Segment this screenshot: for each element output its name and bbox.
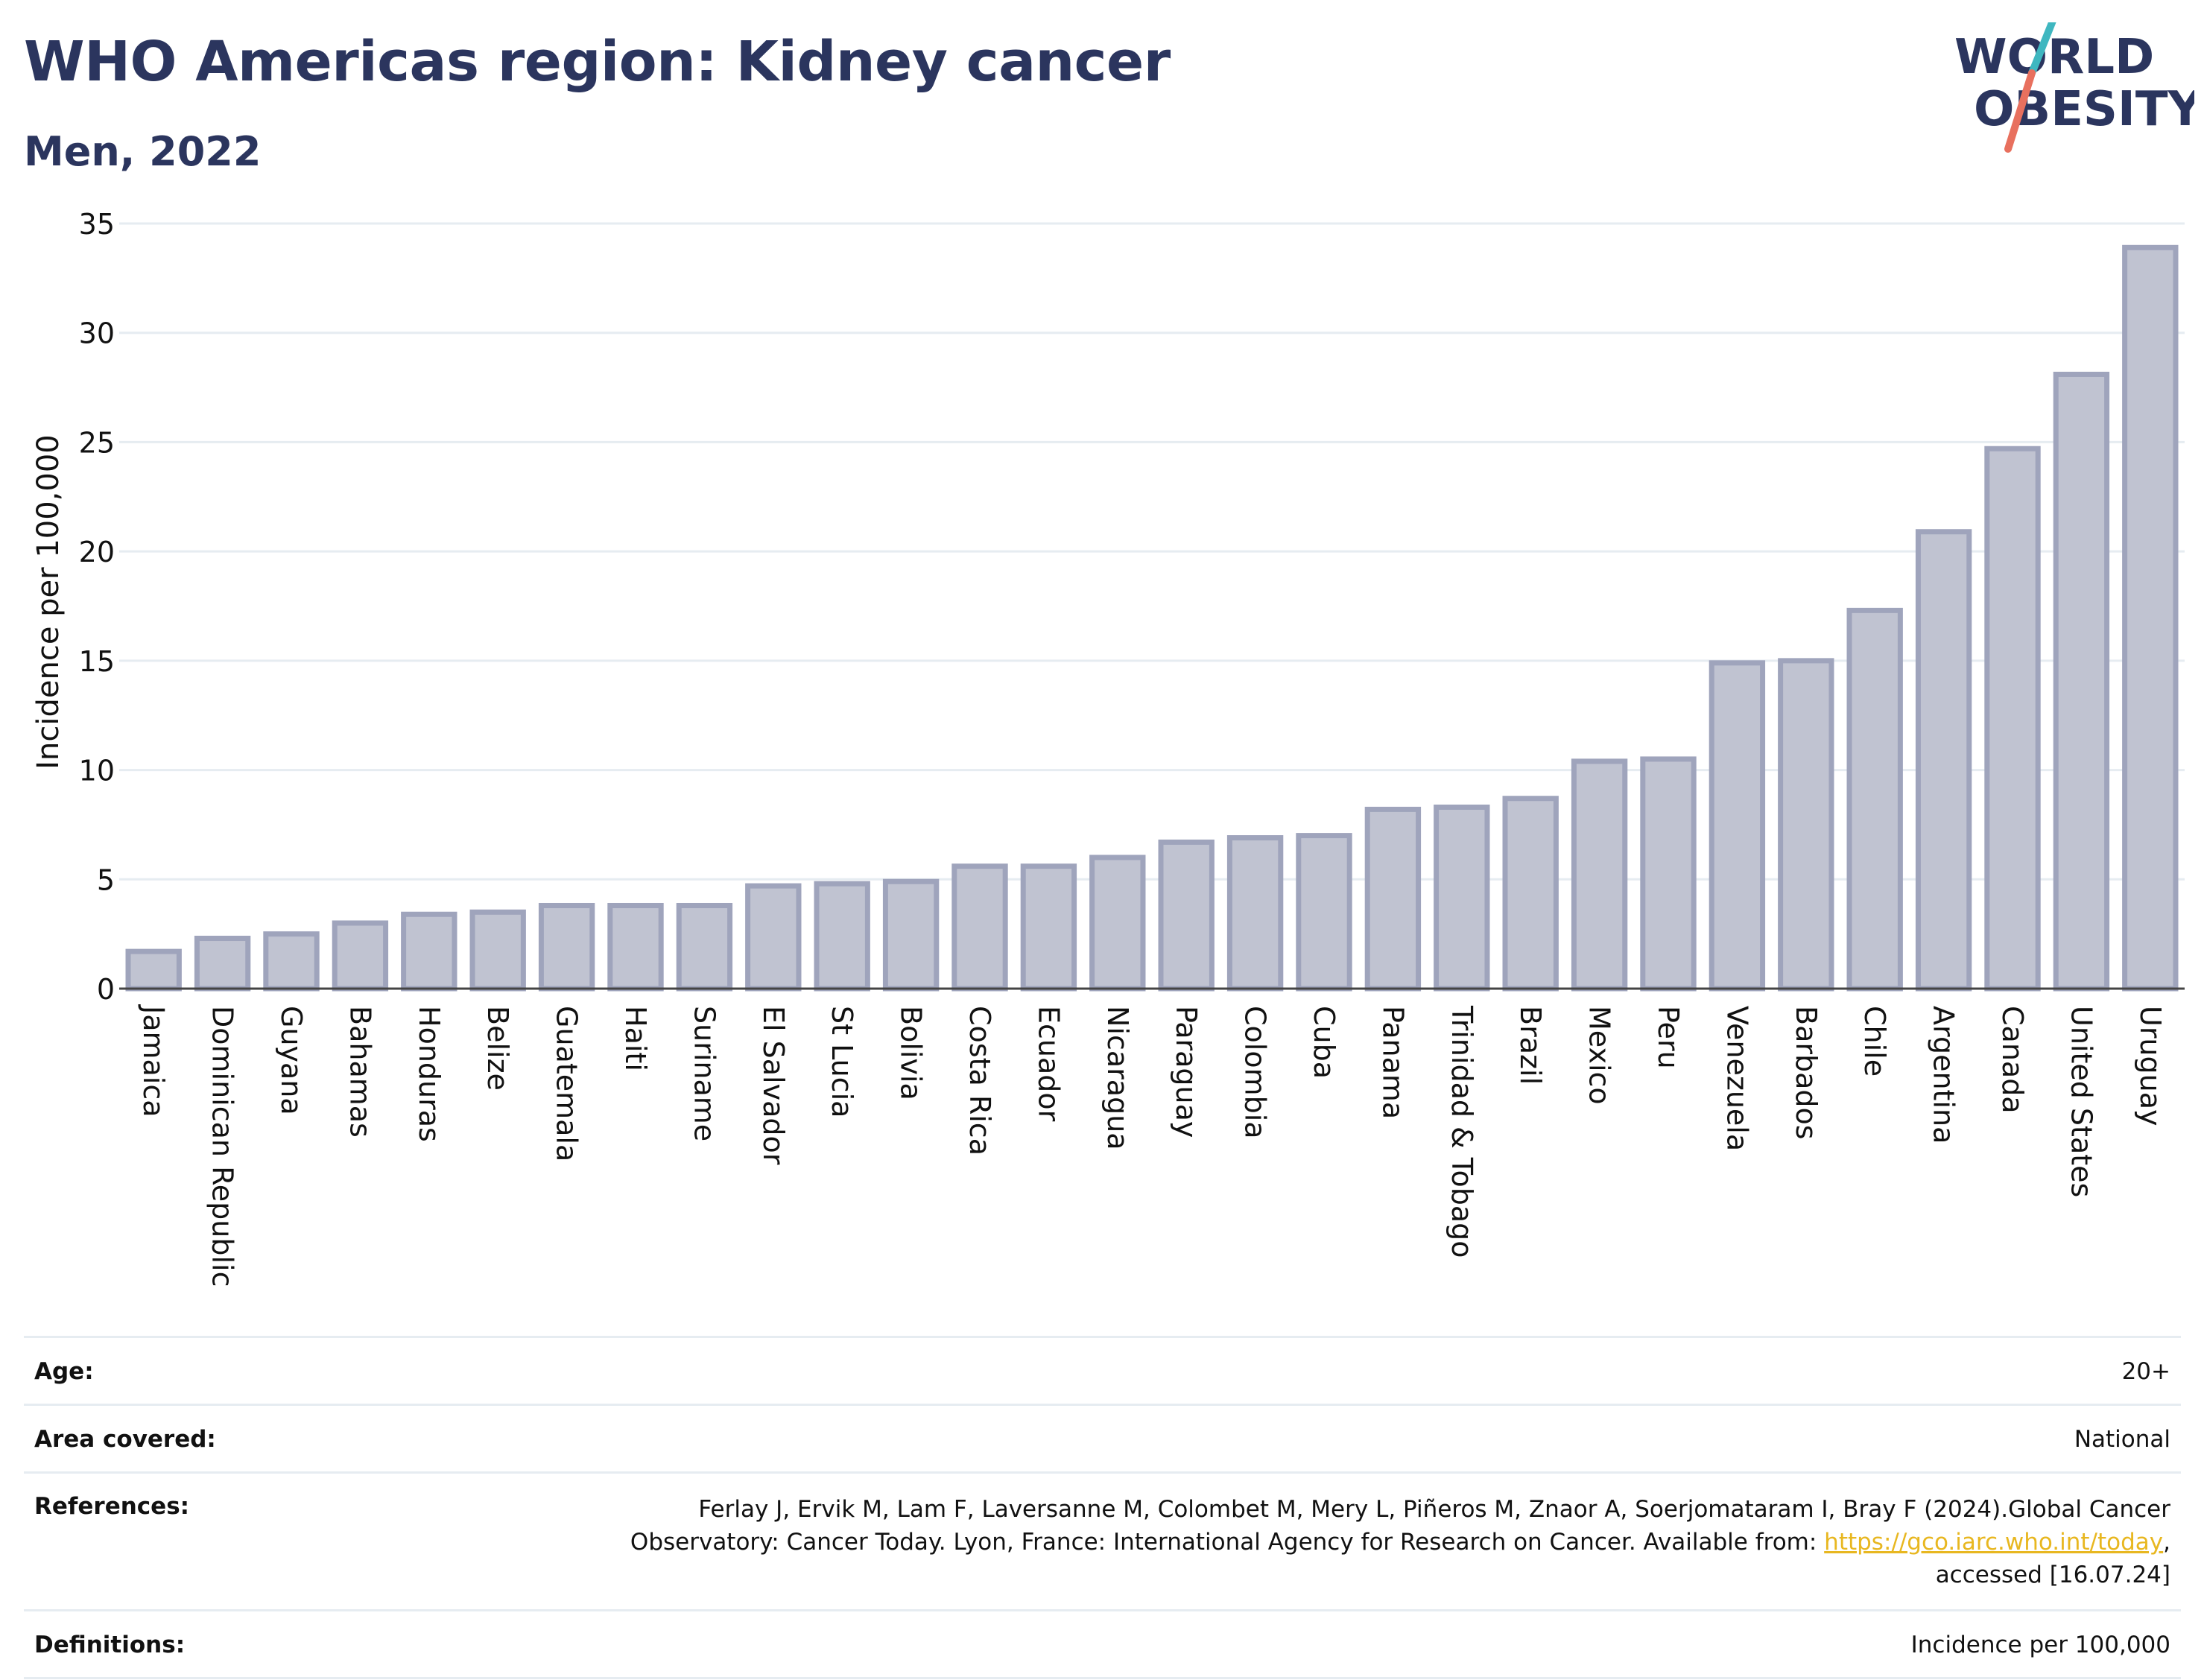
- x-tick-label: Trinidad & Tobago: [1445, 1005, 1478, 1258]
- x-tick-label: United States: [2065, 1006, 2097, 1197]
- age-label: Age:: [34, 1358, 94, 1385]
- bar-costa-rica[interactable]: [951, 863, 1008, 992]
- y-tick-label: 10: [79, 755, 115, 787]
- y-tick-label: 15: [79, 645, 115, 678]
- x-tick-label: Paraguay: [1170, 1006, 1203, 1138]
- x-tick-label: Cuba: [1308, 1006, 1340, 1079]
- x-tick-label: Ecuador: [1032, 1006, 1065, 1122]
- x-tick-label: Suriname: [688, 1006, 721, 1141]
- bar-uruguay[interactable]: [2122, 244, 2179, 992]
- x-tick-label: Uruguay: [2134, 1006, 2167, 1126]
- x-tick-label: Haiti: [619, 1006, 652, 1071]
- bar-dominican-republic[interactable]: [194, 936, 251, 992]
- info-row-references: References: Ferlay J, Ervik M, Lam F, La…: [24, 1474, 2181, 1611]
- x-tick-label: St Lucia: [826, 1006, 858, 1118]
- x-tick-label: Dominican Republic: [206, 1006, 239, 1287]
- info-row-area: Area covered: National: [24, 1406, 2181, 1474]
- area-label: Area covered:: [34, 1426, 216, 1453]
- bar-ecuador[interactable]: [1020, 863, 1077, 992]
- references-value: Ferlay J, Ervik M, Lam F, Laversanne M, …: [630, 1493, 2170, 1591]
- bar-brazil[interactable]: [1502, 796, 1559, 992]
- x-tick-label: Bolivia: [895, 1006, 928, 1100]
- x-tick-label: Venezuela: [1720, 1006, 1753, 1151]
- chart-subtitle: Men, 2022: [24, 128, 262, 175]
- x-tick-label: Mexico: [1583, 1006, 1616, 1105]
- definitions-label: Definitions:: [34, 1632, 186, 1658]
- x-tick-label: Canada: [1996, 1006, 2029, 1114]
- bar-guatemala[interactable]: [538, 902, 595, 992]
- x-tick-label: Guyana: [275, 1006, 308, 1115]
- x-tick-label: El Salvador: [757, 1006, 790, 1165]
- bar-haiti[interactable]: [607, 902, 664, 992]
- age-value: 20+: [2121, 1358, 2170, 1385]
- bar-chile[interactable]: [1846, 607, 1903, 992]
- x-tick-label: Jamaica: [137, 1004, 170, 1118]
- bar-bolivia[interactable]: [882, 878, 940, 992]
- references-line-1: Ferlay J, Ervik M, Lam F, Laversanne M, …: [698, 1496, 2170, 1523]
- y-tick-label: 30: [79, 317, 115, 350]
- x-tick-label: Panama: [1376, 1006, 1409, 1119]
- bar-united-states[interactable]: [2053, 371, 2110, 992]
- y-tick-label: 0: [97, 973, 115, 1006]
- x-tick-label: Costa Rica: [963, 1006, 996, 1156]
- x-tick-label: Nicaragua: [1101, 1006, 1134, 1150]
- y-axis-ticks: 0 5 10 15 20 25 30 35: [79, 208, 115, 1006]
- references-line-3: accessed [16.07.24]: [1935, 1562, 2170, 1588]
- bar-st-lucia[interactable]: [814, 881, 870, 992]
- area-value: National: [2074, 1426, 2170, 1453]
- info-row-age: Age: 20+: [24, 1338, 2181, 1406]
- bar-barbados[interactable]: [1778, 658, 1834, 992]
- bar-el-salvador[interactable]: [745, 883, 802, 992]
- bar-colombia[interactable]: [1226, 835, 1284, 992]
- logo-text-obesity: OBESITY: [1974, 82, 2194, 137]
- bar-guyana[interactable]: [263, 931, 320, 992]
- x-tick-label: Belize: [481, 1006, 514, 1091]
- x-tick-label: Argentina: [1928, 1006, 1960, 1144]
- y-axis-title: Incidence per 100,000: [31, 434, 66, 770]
- bar-canada[interactable]: [1984, 446, 2041, 992]
- chart-title: WHO Americas region: Kidney cancer: [24, 30, 1171, 94]
- x-tick-label: Brazil: [1514, 1006, 1547, 1085]
- y-tick-label: 20: [79, 536, 115, 568]
- x-tick-label: Bahamas: [343, 1006, 376, 1138]
- bars: [125, 244, 2179, 992]
- world-obesity-logo: WORLD OBESITY: [1954, 22, 2194, 153]
- references-label: References:: [34, 1493, 190, 1520]
- bar-trinidad-tobago[interactable]: [1434, 804, 1490, 992]
- bar-mexico[interactable]: [1571, 758, 1628, 992]
- bar-belize[interactable]: [469, 909, 526, 992]
- info-table: Age: 20+ Area covered: National Referenc…: [24, 1336, 2181, 1679]
- x-tick-label: Honduras: [413, 1006, 446, 1142]
- definitions-value: Incidence per 100,000: [1910, 1632, 2170, 1658]
- bar-paraguay[interactable]: [1158, 839, 1215, 992]
- x-tick-label: Peru: [1652, 1006, 1685, 1069]
- y-tick-label: 25: [79, 426, 115, 459]
- x-tick-label: Colombia: [1239, 1006, 1272, 1139]
- logo-slash-top: [2028, 22, 2056, 77]
- bar-panama[interactable]: [1364, 806, 1422, 992]
- bar-chart: 0 5 10 15 20 25 30 35 Jamaica Dominican Republic…: [31, 208, 2185, 1287]
- bar-honduras[interactable]: [401, 911, 457, 992]
- bar-argentina[interactable]: [1915, 529, 1972, 992]
- info-row-definitions: Definitions: Incidence per 100,000: [24, 1611, 2181, 1679]
- logo-text-world: WORLD: [1954, 30, 2154, 85]
- gridlines: [119, 222, 2185, 881]
- references-link[interactable]: https://gco.iarc.who.int/today: [1824, 1529, 2164, 1556]
- bar-jamaica[interactable]: [125, 948, 182, 992]
- bar-bahamas[interactable]: [332, 920, 389, 992]
- y-tick-label: 35: [79, 208, 115, 241]
- bar-cuba[interactable]: [1296, 833, 1352, 992]
- x-tick-label: Guatemala: [551, 1006, 583, 1161]
- bar-venezuela[interactable]: [1709, 660, 1766, 992]
- references-line-2-prefix: Observatory: Cancer Today. Lyon, France:…: [630, 1529, 1825, 1556]
- bar-peru[interactable]: [1640, 756, 1697, 992]
- x-tick-label: Barbados: [1790, 1006, 1823, 1140]
- x-tick-label: Chile: [1858, 1006, 1891, 1077]
- bar-nicaragua[interactable]: [1089, 855, 1146, 992]
- bar-suriname[interactable]: [676, 902, 733, 992]
- y-tick-label: 5: [97, 863, 115, 896]
- references-line-2-suffix: ,: [2163, 1529, 2170, 1556]
- x-axis-labels: Jamaica Dominican Republic Guyana Bahamas Ho…: [137, 1004, 2167, 1287]
- logo-slash-bottom: [2004, 69, 2036, 153]
